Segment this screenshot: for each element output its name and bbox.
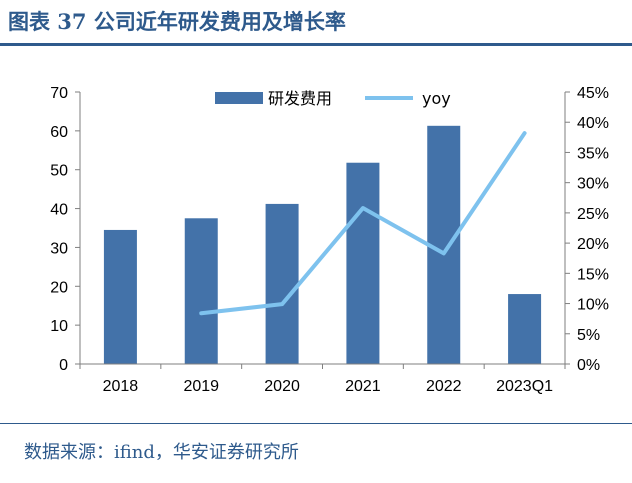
x-tick-label: 2023Q1: [496, 378, 553, 395]
left-tick-label: 10: [50, 318, 68, 335]
x-tick-label: 2018: [103, 378, 139, 395]
left-tick-label: 40: [50, 202, 68, 219]
right-tick-label: 10%: [577, 297, 609, 314]
left-tick-label: 50: [50, 163, 68, 180]
x-tick-label: 2022: [426, 378, 462, 395]
right-tick-label: 35%: [577, 145, 609, 162]
left-tick-label: 20: [50, 279, 68, 296]
bar-2023Q1: [508, 294, 542, 364]
right-tick-label: 5%: [577, 327, 600, 344]
chart-title: 图表 37 公司近年研发费用及增长率: [8, 9, 346, 34]
right-tick-label: 25%: [577, 206, 609, 223]
source-divider: [0, 423, 632, 424]
left-tick-label: 70: [50, 85, 68, 102]
right-tick-label: 15%: [577, 266, 609, 283]
legend-label-bar: 研发费用: [268, 89, 332, 108]
legend-swatch-bar: [215, 92, 263, 104]
combo-chart: 0 10 20 30 40 50 60 70 0% 5% 10% 15% 20% 25% 30% 35% 40%…: [50, 85, 609, 395]
left-tick-label: 60: [50, 124, 68, 141]
bar-2022: [427, 125, 461, 364]
title-divider: [0, 43, 632, 46]
x-tick-label: 2020: [264, 378, 300, 395]
left-tick-label: 0: [59, 357, 68, 374]
x-tick-label: 2019: [183, 378, 219, 395]
bar-2021: [346, 162, 380, 364]
bar-2018: [103, 229, 137, 364]
right-tick-label: 30%: [577, 176, 609, 193]
right-tick-label: 0%: [577, 357, 600, 374]
left-tick-label: 30: [50, 240, 68, 257]
yoy-line: [199, 131, 527, 316]
right-tick-label: 40%: [577, 115, 609, 132]
legend-label-line: yoy: [422, 89, 451, 108]
bar-2019: [184, 218, 218, 364]
source-note: 数据来源：ifind，华安证券研究所: [24, 442, 299, 463]
right-tick-label: 45%: [577, 85, 609, 102]
bar-2020: [265, 203, 299, 364]
right-tick-label: 20%: [577, 236, 609, 253]
x-tick-label: 2021: [345, 378, 381, 395]
